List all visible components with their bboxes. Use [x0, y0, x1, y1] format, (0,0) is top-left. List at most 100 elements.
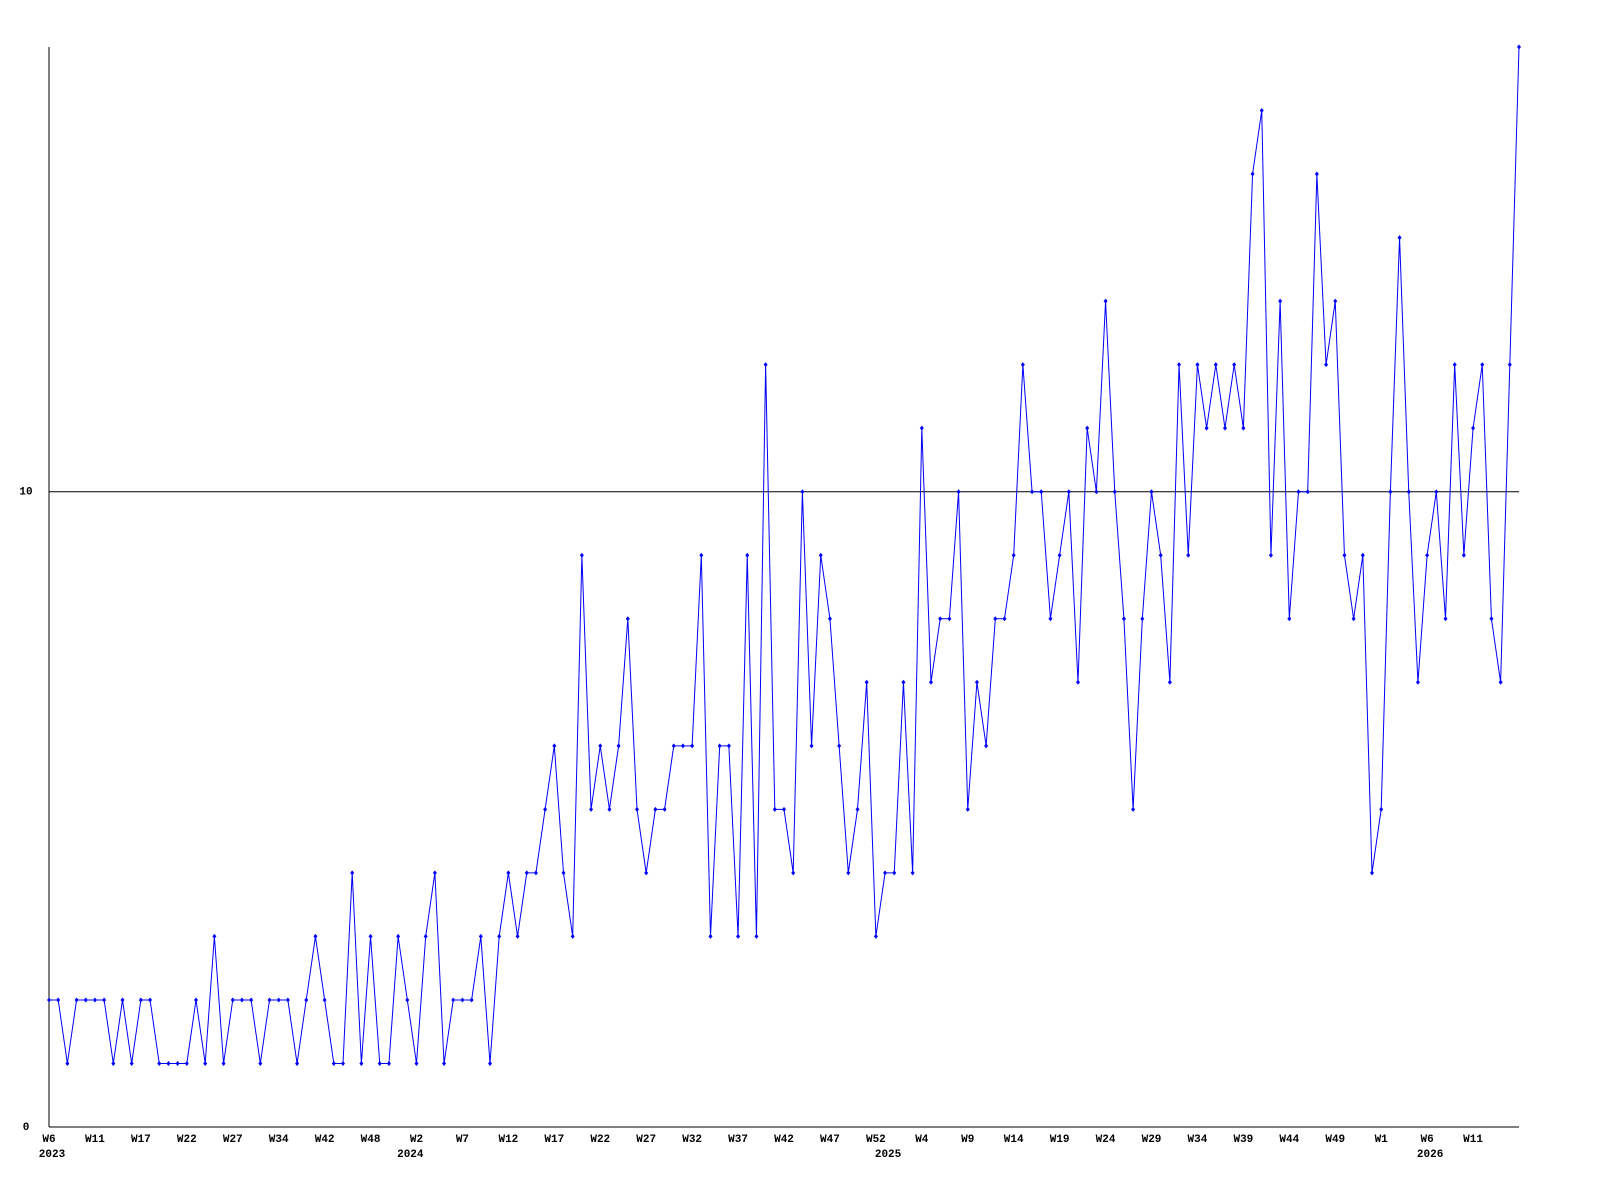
point-marker — [138, 997, 143, 1003]
point-marker — [1204, 425, 1209, 431]
point-marker — [800, 489, 805, 495]
point-marker — [331, 1060, 336, 1066]
point-marker — [827, 616, 832, 622]
point-marker — [579, 552, 584, 558]
point-marker — [1415, 679, 1420, 685]
point-marker — [644, 870, 649, 876]
point-marker — [396, 933, 401, 939]
point-marker — [1066, 489, 1071, 495]
x-tick-label: W39 — [1233, 1134, 1253, 1146]
x-tick-label: W22 — [590, 1134, 610, 1146]
point-marker — [249, 997, 254, 1003]
point-marker — [598, 743, 603, 749]
point-marker — [1388, 489, 1393, 495]
point-marker — [901, 679, 906, 685]
point-marker — [386, 1060, 391, 1066]
point-marker — [846, 870, 851, 876]
point-marker — [965, 806, 970, 812]
point-marker — [984, 743, 989, 749]
x-tick-label: W6 — [42, 1134, 55, 1146]
point-marker — [1030, 489, 1035, 495]
point-marker — [919, 425, 924, 431]
point-marker — [1002, 616, 1007, 622]
point-marker — [552, 743, 557, 749]
x-tick-label: W42 — [315, 1134, 335, 1146]
x-tick-label: W7 — [456, 1134, 469, 1146]
x-year-label: 2025 — [875, 1149, 902, 1161]
point-marker — [1333, 298, 1338, 304]
point-marker — [533, 870, 538, 876]
x-tick-label: W52 — [866, 1134, 886, 1146]
point-marker — [47, 997, 51, 1003]
point-marker — [1351, 616, 1356, 622]
point-marker — [1305, 489, 1310, 495]
x-tick-label: W44 — [1279, 1134, 1299, 1146]
point-marker — [570, 933, 575, 939]
point-marker — [120, 997, 125, 1003]
data-line — [49, 46, 1520, 1064]
x-tick-label: W27 — [223, 1134, 243, 1146]
point-marker — [589, 806, 594, 812]
point-marker — [1011, 552, 1016, 558]
point-marker — [1314, 171, 1319, 177]
point-marker — [1507, 362, 1512, 368]
point-marker — [350, 870, 355, 876]
point-marker — [451, 997, 456, 1003]
x-tick-label: W11 — [85, 1134, 105, 1146]
point-marker — [974, 679, 979, 685]
point-marker — [239, 997, 244, 1003]
point-marker — [1140, 616, 1145, 622]
x-tick-label: W34 — [1188, 1134, 1208, 1146]
point-marker — [1039, 489, 1044, 495]
point-marker — [1489, 616, 1494, 622]
x-tick-label: W11 — [1463, 1134, 1483, 1146]
point-marker — [1085, 425, 1090, 431]
point-marker — [65, 1060, 70, 1066]
point-marker — [1241, 425, 1246, 431]
x-tick-label: W24 — [1096, 1134, 1116, 1146]
x-tick-label: W12 — [498, 1134, 518, 1146]
point-marker — [221, 1060, 226, 1066]
point-marker — [1461, 552, 1466, 558]
y-tick-label: 10 — [19, 487, 32, 499]
point-marker — [717, 743, 722, 749]
x-tick-label: W14 — [1004, 1134, 1024, 1146]
point-marker — [460, 997, 465, 1003]
point-marker — [708, 933, 713, 939]
point-marker — [809, 743, 814, 749]
point-marker — [772, 806, 777, 812]
point-marker — [313, 933, 318, 939]
point-marker — [956, 489, 961, 495]
point-marker — [680, 743, 685, 749]
point-marker — [1452, 362, 1457, 368]
point-marker — [1259, 108, 1264, 114]
x-tick-label: W29 — [1142, 1134, 1162, 1146]
point-marker — [1076, 679, 1080, 685]
point-marker — [1186, 552, 1191, 558]
x-tick-label: W47 — [820, 1134, 840, 1146]
point-marker — [1434, 489, 1439, 495]
x-tick-label: W9 — [961, 1134, 974, 1146]
point-marker — [1370, 870, 1374, 876]
point-marker — [295, 1060, 300, 1066]
point-marker — [212, 933, 217, 939]
point-marker — [1057, 552, 1062, 558]
point-marker — [754, 933, 759, 939]
point-marker — [1324, 362, 1329, 368]
point-marker — [635, 806, 639, 812]
point-marker — [607, 806, 612, 812]
x-tick-label: W6 — [1421, 1134, 1434, 1146]
point-marker — [203, 1060, 208, 1066]
x-year-label: 2023 — [39, 1149, 66, 1161]
point-marker — [1177, 362, 1182, 368]
x-tick-label: W42 — [774, 1134, 794, 1146]
point-marker — [864, 679, 869, 685]
point-marker — [1397, 235, 1402, 241]
point-marker — [432, 870, 437, 876]
point-marker — [1406, 489, 1411, 495]
point-marker — [1232, 362, 1237, 368]
point-marker — [892, 870, 897, 876]
point-marker — [1287, 616, 1292, 622]
point-marker — [929, 679, 933, 685]
